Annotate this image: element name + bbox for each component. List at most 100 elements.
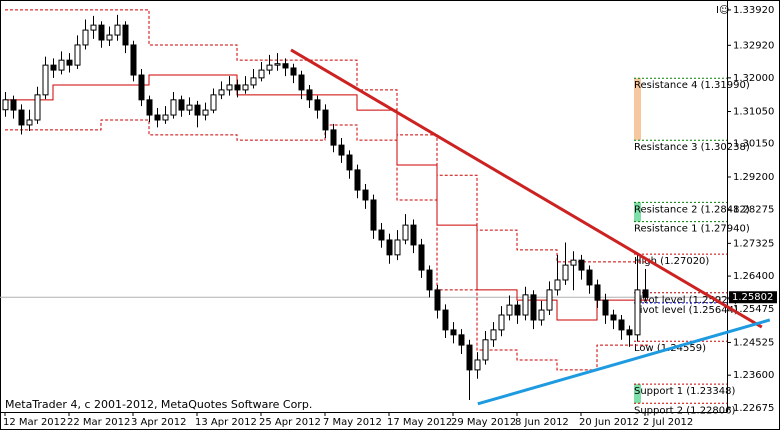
candle-body bbox=[98, 24, 105, 41]
x-tick-label: 12 Mar 2012 bbox=[3, 417, 66, 428]
candle-body bbox=[450, 329, 457, 336]
candle-body bbox=[58, 59, 65, 71]
candle-body bbox=[138, 74, 145, 101]
candle-body bbox=[386, 239, 393, 256]
candle-body bbox=[114, 24, 121, 36]
candle-body bbox=[522, 294, 529, 316]
y-tick-label: 1.23600 bbox=[733, 370, 774, 381]
candle-body bbox=[442, 309, 449, 331]
level-label: Pivot level (1.25929) bbox=[634, 295, 738, 306]
candle-body bbox=[266, 64, 273, 71]
candle-body bbox=[314, 99, 321, 111]
y-tick-label: 1.32000 bbox=[733, 73, 774, 84]
x-tick-label: 7 May 2012 bbox=[323, 417, 382, 428]
level-label: Support 1 (1.23348) bbox=[634, 386, 736, 397]
candle-body bbox=[546, 289, 553, 311]
y-tick-label: 1.32920 bbox=[733, 40, 774, 51]
candle-body bbox=[338, 144, 345, 156]
candle-body bbox=[378, 229, 385, 241]
x-tick-label: 17 May 2012 bbox=[387, 417, 452, 428]
candle-body bbox=[162, 114, 169, 121]
candle-body bbox=[562, 264, 569, 281]
y-tick-label: 1.25475 bbox=[733, 304, 774, 315]
candle-body bbox=[490, 329, 497, 341]
candle-body bbox=[610, 314, 617, 321]
level-label: Pivot level (1.25644) bbox=[634, 305, 738, 316]
candle-body bbox=[218, 89, 225, 96]
candle-body bbox=[234, 84, 241, 91]
candle-body bbox=[10, 99, 17, 111]
y-tick-label: 1.29200 bbox=[733, 172, 774, 183]
x-tick-label: 25 Apr 2012 bbox=[259, 417, 321, 428]
candle-body bbox=[66, 59, 73, 66]
level-zone bbox=[634, 384, 641, 404]
candle-body bbox=[506, 304, 513, 316]
level-label: High (1.27020) bbox=[634, 256, 709, 267]
candle-body bbox=[322, 109, 329, 131]
level-label: Resistance 4 (1.31990) bbox=[634, 80, 750, 91]
candle-body bbox=[26, 119, 33, 126]
candle-body bbox=[298, 74, 305, 91]
level-zone bbox=[634, 202, 641, 222]
candle-body bbox=[370, 199, 377, 231]
candle-body bbox=[530, 294, 537, 321]
candle-body bbox=[482, 339, 489, 361]
channel-line bbox=[5, 119, 649, 371]
candle-body bbox=[226, 84, 233, 91]
y-tick-label: 1.27325 bbox=[733, 238, 774, 249]
candle-body bbox=[178, 99, 185, 111]
current-price-box bbox=[729, 291, 777, 304]
candle-body bbox=[202, 109, 209, 116]
candle-body bbox=[306, 89, 313, 101]
candle-body bbox=[274, 63, 281, 66]
candle-body bbox=[410, 224, 417, 246]
trendline bbox=[477, 318, 771, 406]
candle-body bbox=[626, 329, 633, 336]
candle-body bbox=[458, 334, 465, 346]
y-tick-label: 1.26400 bbox=[733, 271, 774, 282]
candle-body bbox=[194, 104, 201, 116]
candle-body bbox=[466, 344, 473, 371]
candle-body bbox=[250, 77, 257, 86]
candle-body bbox=[578, 259, 585, 271]
candle-body bbox=[146, 99, 153, 116]
x-tick-label: 8 Jun 2012 bbox=[515, 417, 569, 428]
candle-body bbox=[426, 269, 433, 291]
candle-body bbox=[514, 304, 521, 316]
corner-tag: I☺ bbox=[716, 5, 729, 16]
candle-body bbox=[18, 109, 25, 126]
channel-line bbox=[5, 74, 649, 321]
candle-body bbox=[594, 284, 601, 301]
candle-body bbox=[554, 279, 561, 291]
candle-body bbox=[290, 67, 297, 76]
y-tick-label: 1.24525 bbox=[733, 337, 774, 348]
candle-body bbox=[402, 224, 409, 241]
candle-body bbox=[354, 169, 361, 191]
candle-body bbox=[586, 269, 593, 286]
candle-body bbox=[618, 319, 625, 331]
level-label: Support 2 (1.22806) bbox=[634, 405, 736, 416]
candle-body bbox=[90, 24, 97, 31]
candle-body bbox=[82, 29, 89, 46]
x-tick-label: 20 Jun 2012 bbox=[579, 417, 639, 428]
y-tick-label: 1.30150 bbox=[733, 138, 774, 149]
x-tick-label: 2 Jul 2012 bbox=[643, 417, 693, 428]
candle-body bbox=[418, 244, 425, 271]
candle-body bbox=[474, 359, 481, 371]
candle-body bbox=[498, 314, 505, 331]
candle-body bbox=[570, 259, 577, 266]
candle-body bbox=[130, 44, 137, 76]
candle-body bbox=[330, 129, 337, 146]
candle-body bbox=[186, 104, 193, 111]
y-tick-label: 1.31050 bbox=[733, 106, 774, 117]
candle-body bbox=[170, 99, 177, 116]
candle-body bbox=[74, 44, 81, 66]
candle-body bbox=[634, 289, 641, 336]
candle-body bbox=[2, 99, 9, 111]
trendline bbox=[290, 48, 763, 329]
x-tick-label: 13 Apr 2012 bbox=[195, 417, 257, 428]
level-label: Resistance 1 (1.27940) bbox=[634, 224, 750, 235]
candle-body bbox=[106, 34, 113, 41]
